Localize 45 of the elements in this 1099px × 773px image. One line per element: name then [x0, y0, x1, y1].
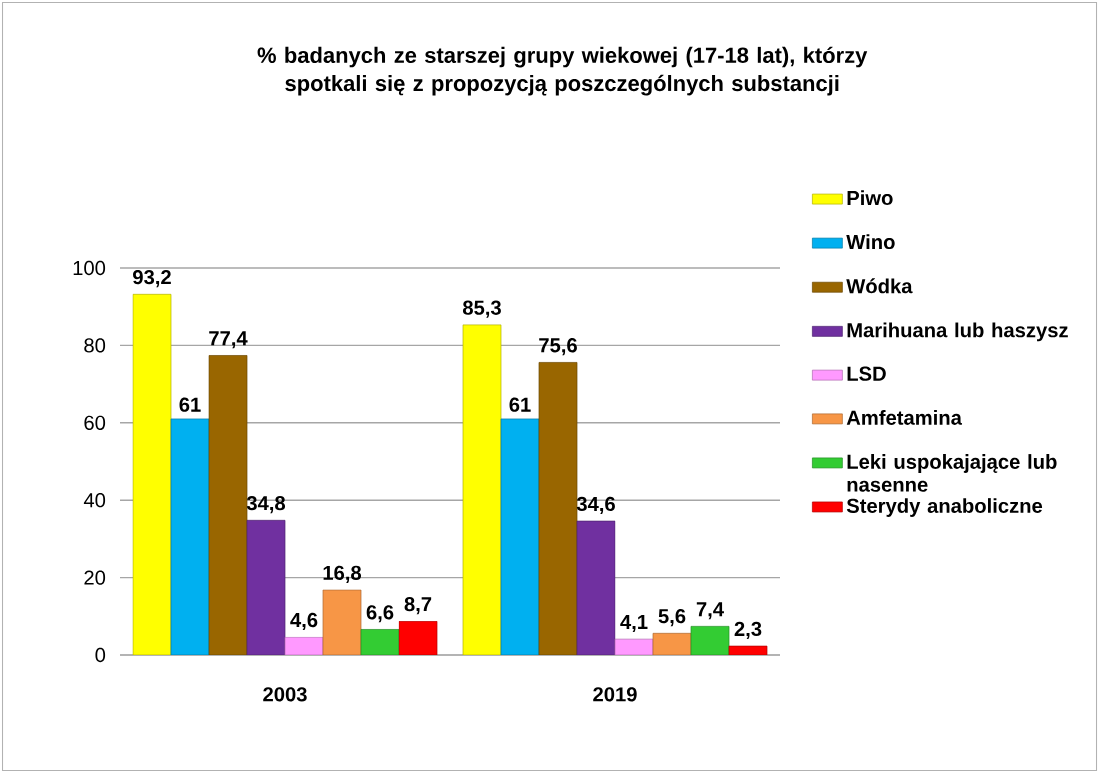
- y-tick-label: 20: [84, 570, 106, 585]
- legend-label: Wino: [846, 234, 895, 250]
- bar: [538, 362, 578, 655]
- data-label: 7,4: [696, 602, 724, 620]
- data-label: 34,8: [246, 496, 286, 514]
- y-tick-label: 60: [84, 415, 106, 430]
- data-label: 34,6: [576, 496, 615, 514]
- legend-label: Piwo: [847, 190, 893, 206]
- bar: [614, 638, 654, 655]
- y-tick-label: 40: [83, 493, 106, 508]
- bar: [398, 620, 438, 655]
- data-label: 75,6: [539, 338, 577, 356]
- data-label: 4,1: [620, 615, 648, 633]
- data-label: 4,6: [290, 612, 318, 631]
- legend-label: Marihuana lub haszysz: [847, 322, 1068, 342]
- bar: [322, 589, 362, 655]
- legend-label: Sterydy anaboliczne: [846, 498, 1043, 517]
- data-label: 85,3: [462, 300, 501, 318]
- legend-label: Amfetamina: [846, 410, 963, 425]
- y-tick-label: 100: [73, 260, 106, 276]
- bar: [500, 418, 540, 655]
- data-label: 5,6: [658, 609, 686, 627]
- data-label: 16,8: [323, 565, 362, 583]
- y-tick-label: 80: [84, 338, 106, 353]
- legend-label: Leki uspokajające lub nasenne: [847, 454, 1057, 492]
- data-label: 61: [509, 397, 531, 412]
- legend-label: Wódka: [846, 278, 913, 294]
- y-tick-label: 0: [95, 647, 106, 663]
- data-label: 6,6: [366, 605, 394, 623]
- data-label: 77,4: [209, 331, 248, 349]
- data-label: 93,2: [133, 269, 171, 288]
- bar: [132, 293, 172, 655]
- bar: [170, 418, 210, 655]
- data-label: 61: [179, 397, 201, 412]
- bar: [284, 636, 324, 655]
- data-label: 2,3: [734, 621, 762, 639]
- x-tick-label: 2003: [263, 687, 307, 702]
- bar: [462, 324, 502, 655]
- legend-label: LSD: [847, 366, 886, 381]
- bar: [246, 519, 286, 655]
- data-label: 8,7: [404, 597, 432, 615]
- chart-title: % badanych ze starszej grupy wiekowej (17-18 lat), którzy spotkali się z propozycją poszczególnych substancji: [257, 46, 868, 96]
- x-tick-label: 2019: [593, 687, 637, 702]
- bar: [576, 520, 616, 655]
- bar: [208, 355, 248, 655]
